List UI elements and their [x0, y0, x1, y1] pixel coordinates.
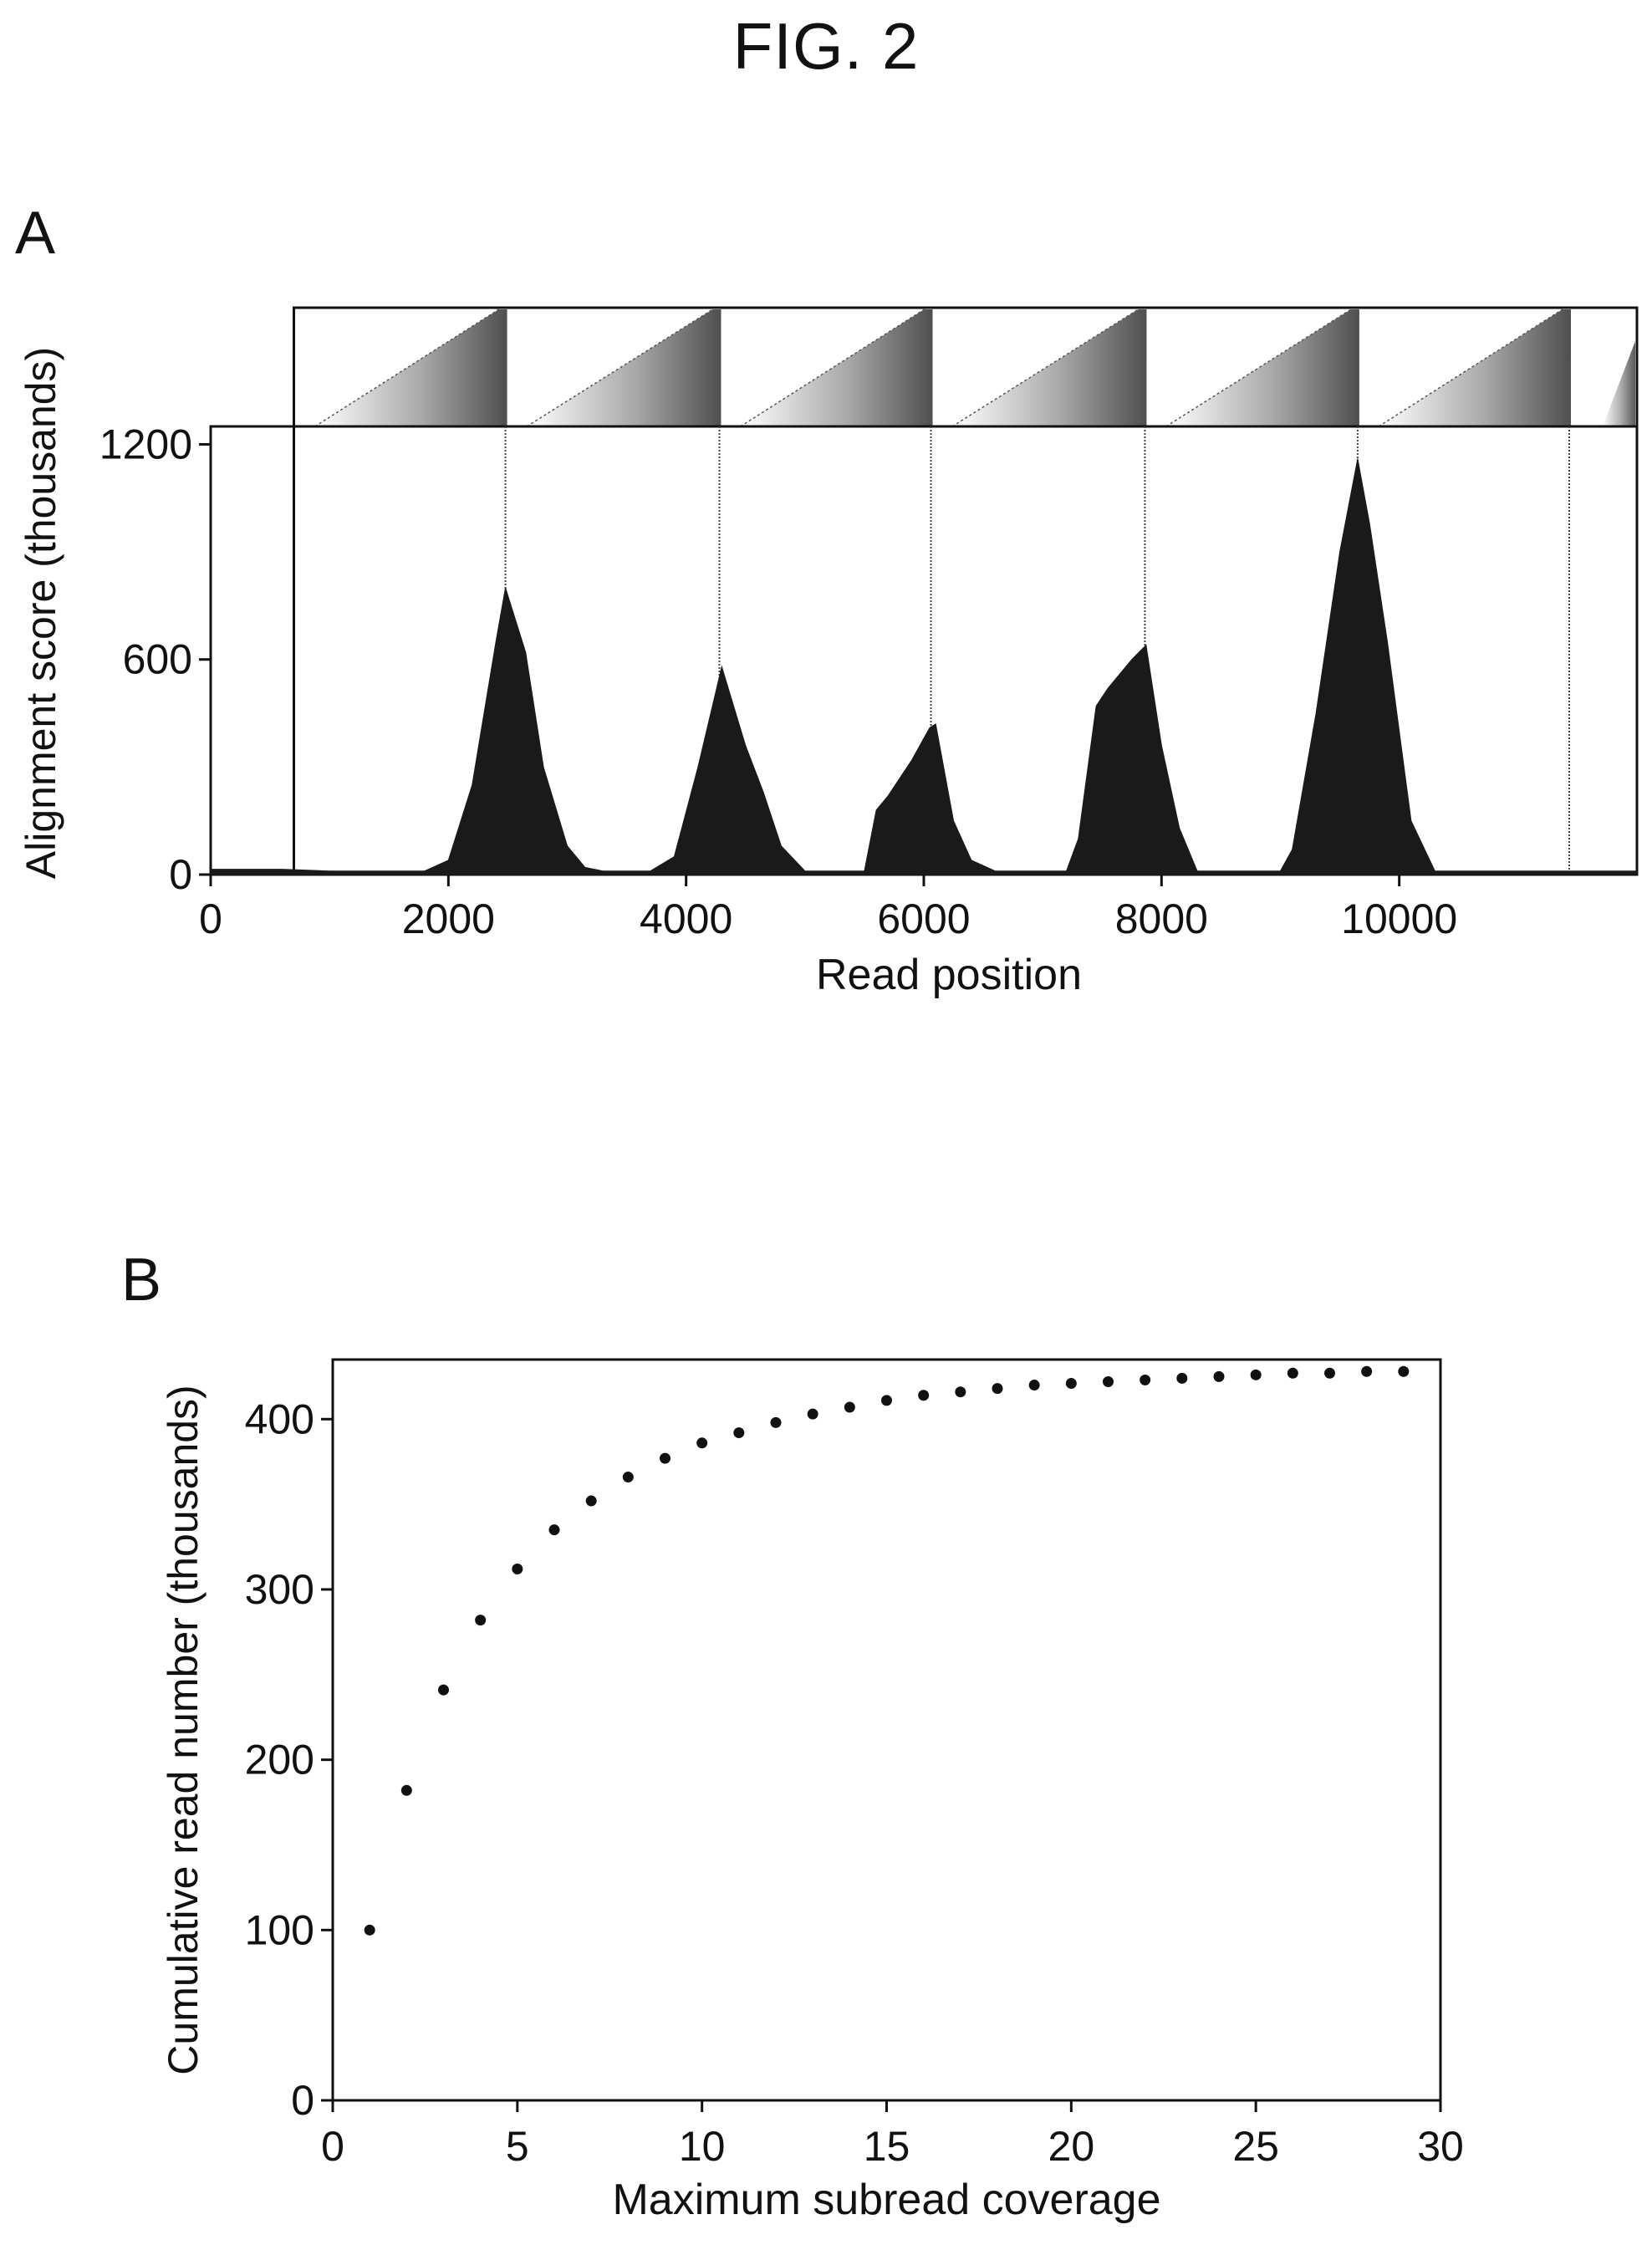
scatter-point: [400, 1784, 412, 1796]
x-axis-label: Read position: [816, 951, 1082, 999]
plot-frame-b: [331, 1358, 1442, 2102]
scatter-point: [1028, 1380, 1040, 1391]
scatter-point: [1287, 1367, 1298, 1379]
scatter-point: [1176, 1372, 1188, 1384]
panel-label-a: A: [15, 200, 56, 267]
x-tick-label: 0: [321, 2123, 344, 2170]
y-tick-label: 1200: [99, 421, 192, 467]
figure-title: FIG. 2: [732, 9, 920, 83]
chart-a: 0 2000 4000 6000 8000 10000 0 600 1200 Read posit…: [18, 306, 1639, 999]
y-tick-label: 400: [245, 1395, 314, 1442]
scatter-point: [881, 1395, 892, 1406]
x-tick-label: 2000: [402, 895, 495, 942]
scatter-point: [548, 1524, 560, 1536]
x-tick-label: 4000: [640, 895, 732, 942]
x-axis-label: Maximum subread coverage: [612, 2176, 1160, 2224]
scatter-point: [660, 1452, 670, 1464]
strip-diagonal: [526, 309, 713, 427]
strip-wedge: [1602, 341, 1635, 426]
scatter-point: [955, 1386, 966, 1398]
x-tick-label: 25: [1232, 2123, 1279, 2170]
strip-diagonal: [951, 309, 1139, 427]
scatter-point: [1398, 1365, 1410, 1377]
scatter-point: [1140, 1374, 1151, 1385]
x-tick-label: 30: [1417, 2123, 1464, 2170]
strip-diagonal: [314, 309, 499, 427]
y-tick-label: 600: [123, 636, 192, 683]
scatter-point: [807, 1408, 818, 1420]
scatter-point: [585, 1495, 597, 1507]
scatter-point: [733, 1427, 745, 1439]
strip-wedge: [1165, 309, 1359, 426]
scatter-point: [438, 1684, 449, 1696]
scatter-point: [1213, 1370, 1225, 1382]
y-tick-label: 100: [245, 1906, 314, 1953]
y-tick-label: 0: [291, 2077, 314, 2124]
y-axis-label: Cumulative read number (thousands): [160, 1385, 206, 2074]
scatter-point: [844, 1401, 855, 1413]
strip-wedge: [952, 309, 1147, 426]
panel-label-b: B: [121, 1247, 162, 1314]
x-tick-label: 10: [679, 2123, 726, 2170]
scatter-point: [770, 1416, 782, 1428]
x-tick-label: 10000: [1341, 895, 1457, 942]
strip-wedge: [314, 309, 507, 426]
y-axis-label: Alignment score (thousands): [18, 347, 64, 879]
scatter-point: [622, 1472, 634, 1483]
strip-diagonal: [1378, 309, 1563, 427]
x-tick-label: 6000: [877, 895, 970, 942]
scatter-point: [364, 1924, 375, 1936]
x-tick-label: 20: [1048, 2123, 1095, 2170]
scatter-point: [1103, 1375, 1114, 1387]
y-tick-label: 200: [245, 1737, 314, 1783]
strip-wedge: [527, 309, 721, 426]
scatter-point: [1250, 1369, 1262, 1380]
strip-wedge: [740, 309, 933, 426]
scatter-point: [475, 1615, 487, 1626]
y-tick-label: 0: [169, 851, 192, 898]
scatter-point: [1361, 1365, 1373, 1377]
scatter-point: [512, 1564, 523, 1575]
scatter-point: [696, 1437, 708, 1449]
strip-diagonal: [740, 309, 925, 427]
scatter-point: [1324, 1367, 1335, 1379]
strip-diagonal: [1165, 309, 1352, 427]
x-tick-label: 15: [864, 2123, 910, 2170]
x-tick-label: 5: [506, 2123, 529, 2170]
scatter-point: [992, 1383, 1003, 1395]
y-tick-label: 300: [245, 1566, 314, 1613]
scatter-point: [918, 1390, 930, 1401]
x-tick-label: 8000: [1115, 895, 1208, 942]
scatter-point: [1065, 1378, 1077, 1390]
alignment-score-area: [210, 458, 1638, 875]
strip-wedge: [1379, 309, 1571, 426]
x-tick-label: 0: [199, 895, 222, 942]
